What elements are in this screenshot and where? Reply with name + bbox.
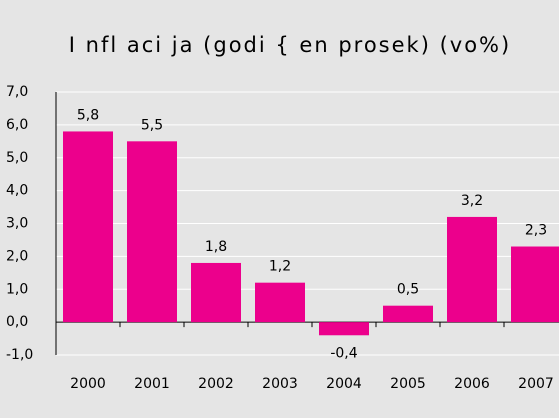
y-tick-label: 4,0 [6,183,28,199]
y-tick-label: 1,0 [6,281,28,297]
y-tick-label: 0,0 [6,314,28,330]
data-label: 1,8 [205,239,227,255]
bar [191,262,241,323]
bar [511,246,559,323]
y-tick-label: 3,0 [6,216,28,232]
bar [255,282,305,323]
x-tick-label: 2003 [262,376,298,392]
x-tick-label: 2005 [390,376,426,392]
x-tick-label: 2004 [326,376,362,392]
y-tick-label: 6,0 [6,117,28,133]
x-tick-label: 2007 [518,376,554,392]
data-label: 0,5 [397,282,419,298]
bar [63,131,113,323]
y-tick-label: 5,0 [6,150,28,166]
data-label: 5,8 [77,107,99,123]
y-tick-label: 7,0 [6,84,28,100]
data-label: 3,2 [461,193,483,209]
data-label: 5,5 [141,117,163,133]
chart-title: I nfl aci ja (godi { en prosek) (vo%) [69,33,511,57]
data-label: 1,2 [269,259,291,275]
bar [383,305,433,323]
y-tick-label: -1,0 [6,347,33,363]
x-tick-label: 2001 [134,376,170,392]
y-tick-label: 2,0 [6,248,28,264]
bar [447,216,497,323]
x-tick-label: 2000 [70,376,106,392]
data-label: -0,4 [330,345,357,361]
x-tick-label: 2006 [454,376,490,392]
bar [127,141,177,323]
data-label: 2,3 [525,223,547,239]
x-tick-label: 2002 [198,376,234,392]
bar [319,322,369,336]
